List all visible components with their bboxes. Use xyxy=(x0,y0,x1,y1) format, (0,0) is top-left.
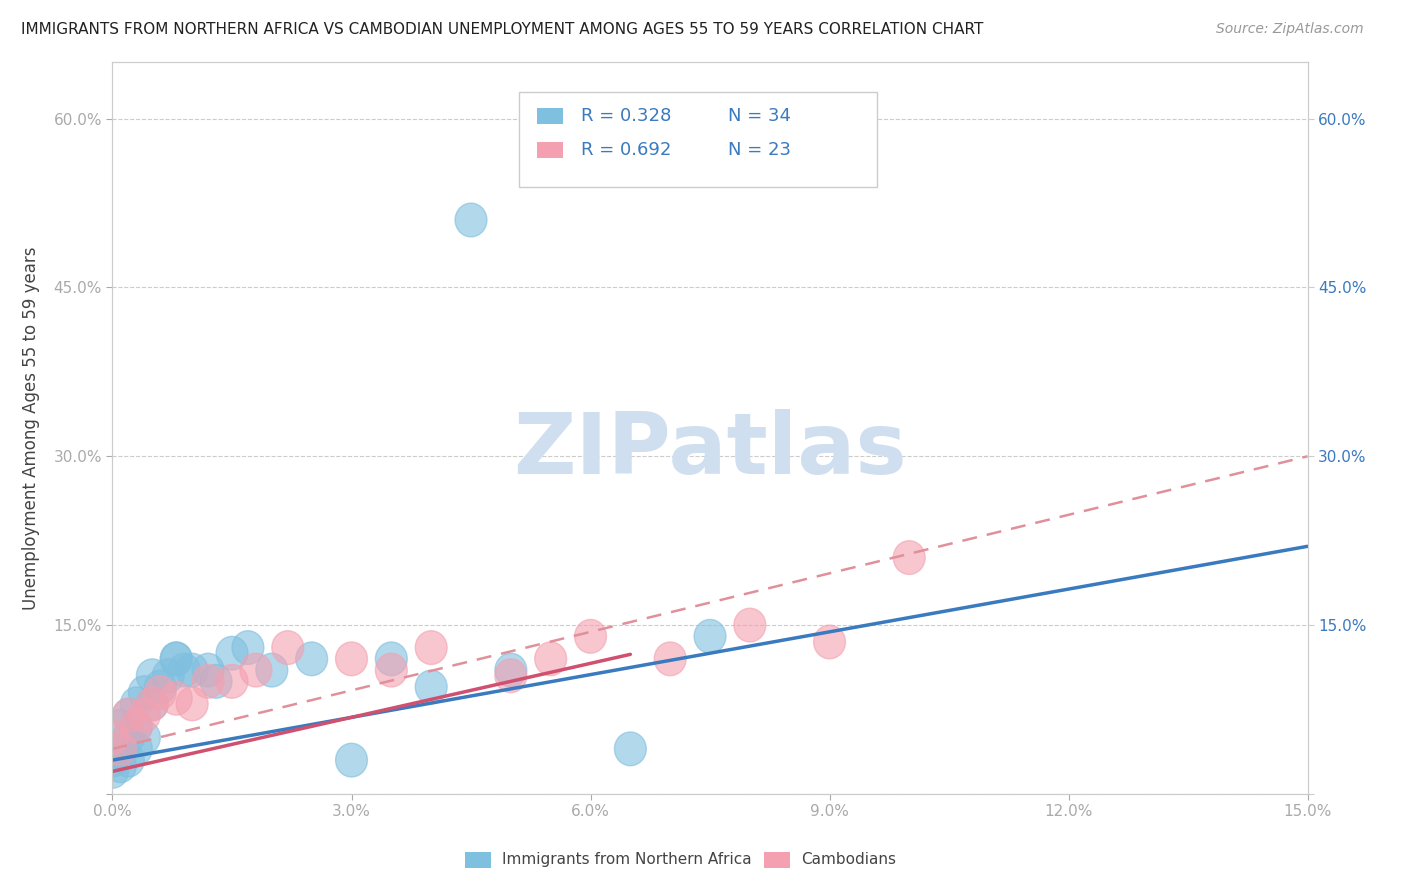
Ellipse shape xyxy=(128,676,160,709)
Ellipse shape xyxy=(104,732,136,765)
FancyBboxPatch shape xyxy=(537,108,562,124)
Ellipse shape xyxy=(614,732,647,765)
Ellipse shape xyxy=(97,755,128,789)
Ellipse shape xyxy=(336,642,367,676)
Ellipse shape xyxy=(97,721,128,755)
Text: IMMIGRANTS FROM NORTHERN AFRICA VS CAMBODIAN UNEMPLOYMENT AMONG AGES 55 TO 59 YE: IMMIGRANTS FROM NORTHERN AFRICA VS CAMBO… xyxy=(21,22,983,37)
Ellipse shape xyxy=(128,698,160,732)
Ellipse shape xyxy=(734,608,766,642)
Ellipse shape xyxy=(695,619,725,653)
Ellipse shape xyxy=(200,665,232,698)
Ellipse shape xyxy=(145,670,176,704)
Ellipse shape xyxy=(415,670,447,704)
Ellipse shape xyxy=(145,676,176,709)
Ellipse shape xyxy=(136,659,169,692)
FancyBboxPatch shape xyxy=(763,853,790,869)
Ellipse shape xyxy=(217,636,247,670)
Ellipse shape xyxy=(121,732,152,765)
Ellipse shape xyxy=(193,665,224,698)
Ellipse shape xyxy=(136,687,169,721)
Ellipse shape xyxy=(456,203,486,237)
Text: N = 23: N = 23 xyxy=(728,141,792,159)
Ellipse shape xyxy=(240,653,271,687)
Text: N = 34: N = 34 xyxy=(728,107,792,125)
Ellipse shape xyxy=(136,687,169,721)
Ellipse shape xyxy=(256,653,288,687)
Ellipse shape xyxy=(495,653,527,687)
Ellipse shape xyxy=(104,749,136,782)
Ellipse shape xyxy=(160,642,193,676)
Ellipse shape xyxy=(160,681,193,715)
Ellipse shape xyxy=(104,709,136,743)
Ellipse shape xyxy=(152,659,184,692)
FancyBboxPatch shape xyxy=(519,92,877,186)
Y-axis label: Unemployment Among Ages 55 to 59 years: Unemployment Among Ages 55 to 59 years xyxy=(21,246,39,610)
Ellipse shape xyxy=(128,721,160,755)
FancyBboxPatch shape xyxy=(537,142,562,158)
Text: ZIPatlas: ZIPatlas xyxy=(513,409,907,491)
Text: Immigrants from Northern Africa: Immigrants from Northern Africa xyxy=(502,852,752,867)
Ellipse shape xyxy=(814,625,845,659)
Ellipse shape xyxy=(232,631,264,665)
Text: Cambodians: Cambodians xyxy=(801,852,896,867)
Ellipse shape xyxy=(217,665,247,698)
Ellipse shape xyxy=(495,659,527,692)
Ellipse shape xyxy=(112,698,145,732)
Ellipse shape xyxy=(121,709,152,743)
Ellipse shape xyxy=(295,642,328,676)
Text: R = 0.692: R = 0.692 xyxy=(581,141,671,159)
Ellipse shape xyxy=(375,642,408,676)
Ellipse shape xyxy=(193,653,224,687)
Ellipse shape xyxy=(112,698,145,732)
Ellipse shape xyxy=(654,642,686,676)
Ellipse shape xyxy=(121,687,152,721)
Ellipse shape xyxy=(415,631,447,665)
Ellipse shape xyxy=(271,631,304,665)
Ellipse shape xyxy=(121,709,152,743)
Ellipse shape xyxy=(893,541,925,574)
Ellipse shape xyxy=(97,743,128,777)
FancyBboxPatch shape xyxy=(465,853,491,869)
Ellipse shape xyxy=(176,653,208,687)
Ellipse shape xyxy=(336,743,367,777)
Ellipse shape xyxy=(104,732,136,765)
Ellipse shape xyxy=(169,653,200,687)
Text: Source: ZipAtlas.com: Source: ZipAtlas.com xyxy=(1216,22,1364,37)
Ellipse shape xyxy=(176,687,208,721)
Ellipse shape xyxy=(375,653,408,687)
Ellipse shape xyxy=(112,743,145,777)
Ellipse shape xyxy=(534,642,567,676)
Ellipse shape xyxy=(112,721,145,755)
Text: R = 0.328: R = 0.328 xyxy=(581,107,671,125)
Ellipse shape xyxy=(160,642,193,676)
Ellipse shape xyxy=(575,619,606,653)
